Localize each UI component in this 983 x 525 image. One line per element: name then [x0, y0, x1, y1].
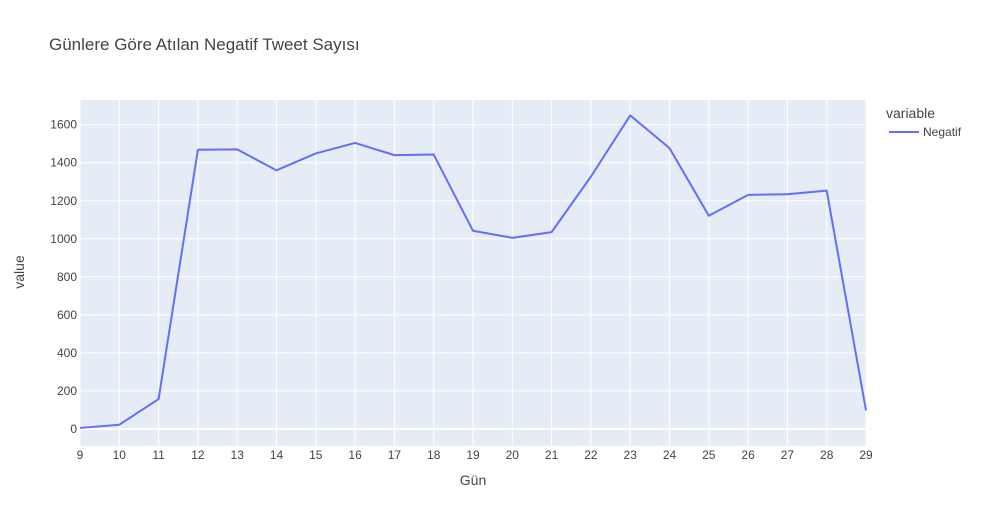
x-tick-label: 27: [781, 448, 795, 462]
legend-title: variable: [886, 105, 935, 121]
y-axis-title: value: [11, 255, 27, 289]
y-tick-label: 1400: [50, 156, 77, 170]
y-axis-ticks: 0 200 400 600 800 1000 1200 1400 1600: [50, 118, 77, 436]
legend[interactable]: variable Negatif: [886, 105, 962, 139]
x-tick-label: 29: [859, 448, 873, 462]
x-tick-label: 13: [231, 448, 245, 462]
series-line-negatif: [79, 114, 867, 429]
x-tick-label: 21: [545, 448, 559, 462]
x-tick-label: 24: [663, 448, 677, 462]
y-tick-label: 600: [57, 308, 77, 322]
x-tick-label: 19: [466, 448, 480, 462]
x-axis-ticks: 9 10 11 12 13 14 15 16 17 18 19 20 21 22 23 24 25 26 27 28 2…: [77, 448, 873, 462]
chart-title: Günlere Göre Atılan Negatif Tweet Sayısı: [49, 35, 360, 54]
y-tick-label: 800: [57, 270, 77, 284]
x-tick-label: 20: [506, 448, 520, 462]
y-tick-label: 0: [70, 422, 77, 436]
x-tick-label: 28: [820, 448, 834, 462]
x-tick-label: 25: [702, 448, 716, 462]
x-tick-label: 22: [584, 448, 598, 462]
x-tick-label: 23: [624, 448, 638, 462]
x-tick-label: 12: [191, 448, 205, 462]
x-tick-label: 26: [741, 448, 755, 462]
x-tick-label: 17: [388, 448, 402, 462]
x-tick-label: 15: [309, 448, 323, 462]
y-tick-label: 1200: [50, 194, 77, 208]
y-tick-label: 1600: [50, 118, 77, 132]
x-tick-label: 18: [427, 448, 441, 462]
x-tick-label: 11: [152, 448, 165, 462]
y-tick-label: 1000: [50, 232, 77, 246]
y-tick-label: 200: [57, 384, 77, 398]
x-axis-title: Gün: [460, 472, 486, 488]
x-tick-label: 16: [348, 448, 362, 462]
x-tick-label: 9: [77, 448, 84, 462]
y-tick-label: 400: [57, 346, 77, 360]
grid-lines: [79, 100, 867, 446]
x-tick-label: 10: [113, 448, 127, 462]
series-layer: [79, 114, 867, 429]
legend-item-negatif[interactable]: Negatif: [923, 125, 962, 139]
x-tick-label: 14: [270, 448, 284, 462]
